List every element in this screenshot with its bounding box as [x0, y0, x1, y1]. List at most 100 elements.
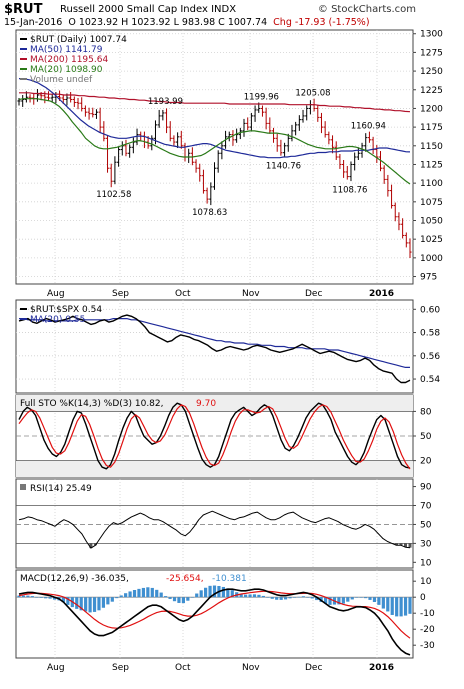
change-label: Chg -17.93 (-1.75%)	[273, 17, 370, 28]
macd-hist-bar-0	[17, 595, 21, 598]
macd-hist-bar-27	[137, 588, 141, 598]
macd-panel-ytick-label-2: -10	[420, 609, 435, 619]
macd-panel-xtick-4: Dec	[305, 663, 322, 673]
macd-hist-bar-87	[403, 597, 408, 616]
macd-hist-bar-34	[168, 597, 172, 599]
ratio-ma20-line	[19, 318, 410, 368]
macd-hist-bar-24	[124, 593, 128, 598]
price-legend-4-label: Volume undef	[30, 75, 93, 85]
price-panel-xtick-2: Oct	[175, 289, 191, 299]
macd-hist-bar-43	[208, 585, 212, 598]
macd-hist-bar-6	[44, 597, 48, 599]
macd-hist-bar-38	[186, 597, 190, 601]
macd-hist-bar-28	[141, 587, 146, 598]
macd-hist-bar-23	[119, 595, 123, 598]
price-panel-ytick-label-9: 1200	[420, 104, 443, 114]
macd-hist-bar-25	[128, 591, 132, 598]
macd-hist-bar-81	[377, 597, 381, 605]
macd-hist-bar-42	[204, 587, 208, 598]
ratio-panel-frame	[15, 299, 414, 394]
macd-hist-bar-56	[266, 597, 270, 598]
rsi-panel-ytick-label-1: 30	[420, 539, 432, 549]
price-panel-ytick-label-10: 1225	[420, 86, 443, 96]
macd-hist-bar-44	[212, 585, 217, 598]
rsi-oversold-fill-16	[89, 543, 93, 549]
ratio-panel-ytick-label-1: 0.56	[420, 352, 440, 362]
sto-panel-ytick-label-1: 50	[420, 432, 432, 442]
macd-hist-bar-57	[270, 597, 274, 599]
macd-signal-line	[18, 590, 411, 639]
price-panel-ytick-label-6: 1125	[420, 160, 443, 170]
macd-hist-bar-32	[159, 592, 163, 598]
price-annotation-79: 1205.08	[295, 89, 330, 99]
price-panel-ytick-label-12: 1275	[420, 48, 443, 58]
macd-hist-bar-2	[26, 595, 30, 598]
rsi-oversold-fill-87	[408, 543, 412, 548]
macd-hist-bar-16	[88, 597, 92, 613]
price-panel-ytick-label-11: 1250	[420, 67, 443, 77]
price-annotation-89: 1108.76	[332, 186, 367, 196]
price-panel-xtick-5: 2016	[369, 289, 394, 299]
macd-hist-bar-55	[261, 595, 265, 598]
price-panel-ytick-label-8: 1175	[420, 123, 443, 133]
rsi-line	[18, 510, 411, 549]
ma50-line	[19, 77, 411, 159]
macd-hist-bar-74	[346, 597, 350, 602]
price-panel-xtick-1: Sep	[112, 289, 129, 299]
macd-hist-bar-59	[279, 597, 283, 600]
macd-hist-bar-86	[399, 597, 403, 617]
price-annotation-51: 1078.63	[192, 208, 227, 218]
symbol-label: $RUT	[4, 2, 43, 17]
price-annotation-94: 1160.94	[351, 122, 386, 132]
ohlc-readout: 15-Jan-2016 O 1023.92 H 1023.92 L 983.98…	[4, 17, 370, 28]
ma20-line	[18, 98, 411, 185]
macd-hist-bar-36	[177, 597, 181, 603]
macd-hist-bar-35	[172, 597, 177, 602]
macd-hist-bar-10	[61, 597, 66, 603]
macd-hist-bar-72	[337, 597, 341, 605]
macd-panel-ytick-label-0: -30	[420, 641, 435, 651]
ohlc-values: O 1023.92 H 1023.92 L 983.98 C 1007.74	[68, 17, 268, 28]
macd-hist-bar-64	[301, 596, 305, 598]
rsi-legend-swatch	[20, 484, 26, 490]
macd-hist-bar-80	[372, 597, 377, 602]
macd-hist-bar-41	[199, 590, 203, 598]
macd-hist-bar-21	[110, 597, 114, 602]
price-panel-ytick-label-3: 1050	[420, 217, 443, 227]
macd-hist-bar-65	[306, 597, 310, 598]
macd-hist-bar-53	[252, 594, 257, 598]
macd-hist-bar-84	[390, 597, 394, 615]
index-name: Russell 2000 Small Cap Index INDX	[60, 4, 237, 15]
macd-hist-bar-7	[48, 597, 52, 599]
price-annotation-71: 1140.76	[266, 162, 301, 172]
macd-hist-bar-52	[248, 594, 252, 598]
ratio-legend-0-label: $RUT:$SPX 0.54	[30, 305, 102, 315]
macd-hist-bar-77	[359, 597, 363, 598]
macd-hist-bar-61	[288, 597, 292, 599]
macd-hist-bar-51	[244, 594, 248, 598]
macd-hist-bar-8	[52, 597, 57, 600]
ratio-line	[18, 314, 411, 384]
macd-hist-bar-11	[66, 597, 70, 605]
price-legend-3-label: MA(20) 1098.90	[30, 65, 103, 75]
macd-hist-bar-5	[39, 597, 43, 598]
rsi-oversold-fill-85	[399, 543, 403, 546]
macd-hist-bar-60	[283, 597, 288, 600]
macd-hist-bar-20	[106, 597, 110, 605]
macd-legend-signal: -25.654,	[166, 574, 204, 584]
price-panel-ytick-label-2: 1025	[420, 235, 443, 245]
price-legend-2-label: MA(200) 1195.64	[30, 55, 108, 65]
rsi-legend-label: RSI(14) 25.49	[30, 484, 92, 494]
macd-hist-bar-15	[84, 597, 88, 612]
sto-legend-d-label: 9.70	[196, 399, 216, 409]
macd-hist-bar-75	[350, 597, 354, 600]
macd-hist-bar-18	[97, 597, 101, 611]
sto-k-line	[18, 402, 411, 470]
macd-panel-xtick-3: Nov	[242, 663, 260, 673]
price-panel-frame	[15, 29, 414, 285]
price-panel-xtick-3: Nov	[242, 289, 260, 299]
macd-hist-bar-37	[181, 597, 185, 604]
macd-panel-frame	[15, 569, 414, 659]
macd-panel-ytick-label-3: 0	[420, 593, 426, 603]
